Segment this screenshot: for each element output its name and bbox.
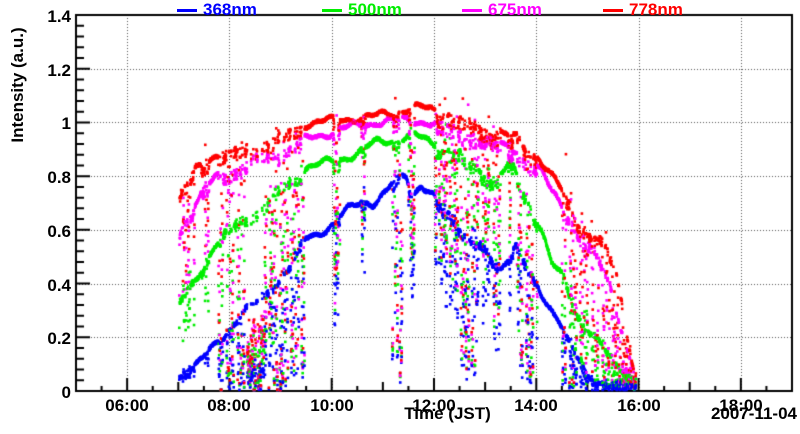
y-tick-label: 1 xyxy=(61,114,71,133)
series-line-sample-icon xyxy=(322,8,342,12)
series-line-sample-icon xyxy=(462,8,482,12)
legend-entry-675nm: 675nm xyxy=(462,0,542,19)
legend-entry-368nm: 368nm xyxy=(177,0,257,19)
x-tick-label: 16:00 xyxy=(617,396,661,415)
legend-entry-778nm: 778nm xyxy=(603,0,683,19)
legend-label-675nm: 675nm xyxy=(488,0,542,19)
legend-label-500nm: 500nm xyxy=(348,0,402,19)
legend: 368nm 500nm 675nm 778nm xyxy=(0,0,800,20)
y-tick-label: 0 xyxy=(61,383,71,402)
legend-entry-500nm: 500nm xyxy=(322,0,402,19)
x-tick-label: 18:00 xyxy=(719,396,763,415)
y-tick-label: 1.2 xyxy=(47,61,71,80)
series-line-sample-icon xyxy=(603,8,623,12)
date-label: 2007-11-04 xyxy=(710,404,797,423)
y-tick-label: 0.2 xyxy=(47,329,71,348)
y-axis-title: Intensity (a.u.) xyxy=(8,27,27,143)
y-tick-label: 0.4 xyxy=(47,276,71,295)
series-line-sample-icon xyxy=(177,8,197,12)
legend-label-368nm: 368nm xyxy=(203,0,257,19)
x-axis-title: Time (JST) xyxy=(404,404,491,423)
x-tick-label: 08:00 xyxy=(207,396,251,415)
x-tick-label: 14:00 xyxy=(514,396,558,415)
y-tick-label: 0.8 xyxy=(47,168,71,187)
legend-label-778nm: 778nm xyxy=(629,0,683,19)
y-tick-label: 0.6 xyxy=(47,222,71,241)
x-tick-label: 06:00 xyxy=(105,396,149,415)
x-tick-label: 10:00 xyxy=(310,396,354,415)
x-tick-label: 12:00 xyxy=(412,396,456,415)
y-tick-label: 1.4 xyxy=(47,7,71,26)
